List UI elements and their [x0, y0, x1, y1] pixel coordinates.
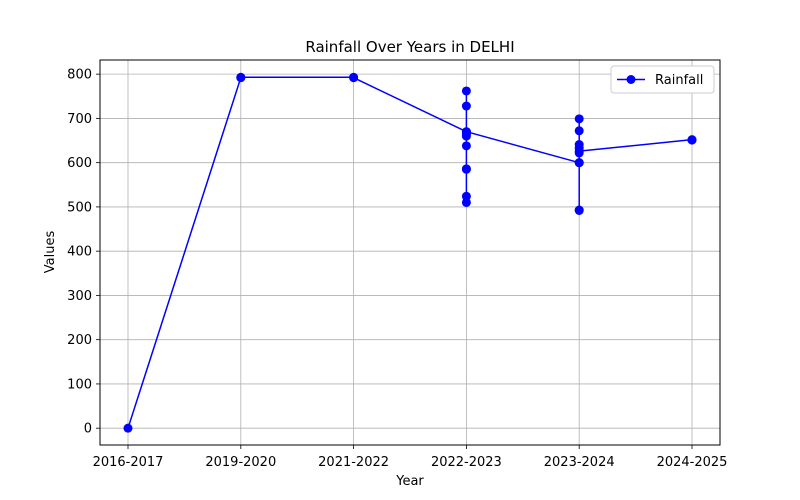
x-tick-label: 2016-2017: [93, 455, 164, 470]
x-axis: 2016-2017 2019-2020 2021-2022 2022-2023 2023…: [93, 445, 728, 470]
data-point: [123, 423, 133, 433]
legend: Rainfall: [610, 65, 715, 94]
data-point: [349, 73, 359, 83]
legend-box: [610, 65, 715, 94]
y-tick-label: 300: [67, 289, 92, 304]
x-tick-label: 2022-2023: [431, 455, 502, 470]
data-point: [461, 164, 471, 174]
data-point: [236, 72, 246, 82]
y-axis: 0 100 200 300 400 500 600 700 800: [67, 68, 100, 437]
data-point: [461, 197, 471, 207]
x-tick-label: 2023-2024: [544, 455, 615, 470]
y-tick-label: 800: [67, 68, 92, 83]
x-tick-label: 2021-2022: [318, 455, 389, 470]
x-axis-label: Year: [395, 474, 424, 489]
y-tick-label: 200: [67, 333, 92, 348]
legend-label-rainfall: Rainfall: [655, 73, 703, 88]
data-point: [574, 114, 584, 124]
data-point: [461, 141, 471, 151]
data-point: [461, 191, 471, 201]
series-line: [127, 76, 693, 429]
data-point: [461, 101, 471, 111]
y-tick-label: 600: [67, 156, 92, 171]
grid-lines: [100, 60, 720, 445]
y-tick-label: 0: [84, 422, 92, 437]
plot-area-frame: [99, 59, 721, 446]
data-point: [461, 86, 471, 96]
series-rainfall: [123, 72, 697, 433]
data-point: [574, 205, 584, 215]
x-tick-label: 2024-2025: [657, 455, 728, 470]
data-point: [574, 158, 584, 168]
data-point: [574, 146, 584, 156]
data-point: [687, 135, 697, 145]
y-axis-label: Values: [43, 231, 58, 274]
chart-title: Rainfall Over Years in DELHI: [305, 38, 514, 56]
y-tick-label: 100: [67, 377, 92, 392]
data-point: [574, 126, 584, 136]
data-point: [461, 127, 471, 137]
y-tick-label: 500: [67, 200, 92, 215]
x-tick-label: 2019-2020: [205, 455, 276, 470]
y-tick-label: 700: [67, 112, 92, 127]
legend-marker-swatch: [626, 75, 636, 84]
y-tick-label: 400: [67, 245, 92, 260]
